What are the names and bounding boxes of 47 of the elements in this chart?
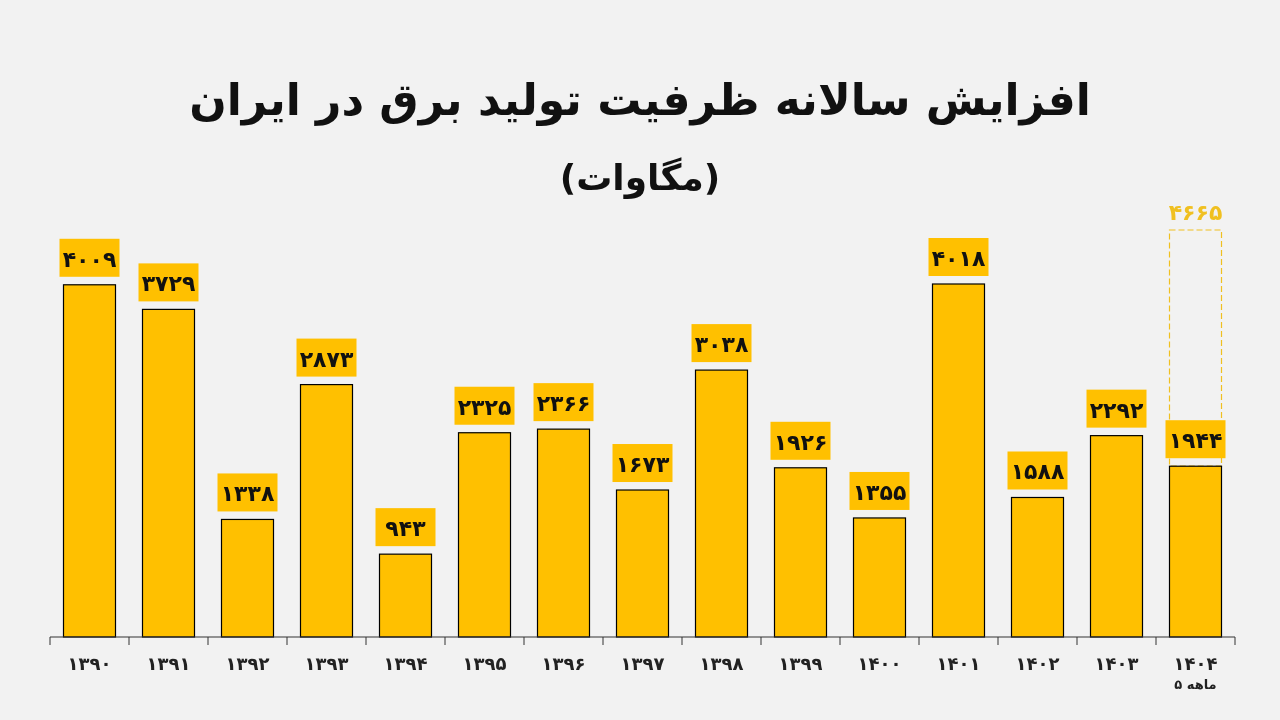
x-tick-label: ۱۳۹۱ bbox=[146, 653, 191, 674]
x-tick-label: ۱۳۹۰ bbox=[67, 653, 112, 674]
data-label: ۳۰۳۸ bbox=[694, 332, 749, 358]
data-label: ۹۴۳ bbox=[385, 516, 427, 542]
data-label: ۲۲۹۲ bbox=[1089, 397, 1144, 423]
data-label: ۴۰۱۸ bbox=[931, 246, 986, 271]
bar bbox=[615, 489, 670, 638]
x-tick-label: ۱۴۰۳ bbox=[1094, 653, 1139, 674]
x-tick-label: ۱۴۰۰ bbox=[857, 653, 902, 674]
data-label: ۱۹۴۴ bbox=[1168, 428, 1223, 454]
data-label: ۳۷۲۹ bbox=[141, 271, 196, 297]
x-tick-label: ۱۳۹۵ bbox=[462, 653, 507, 674]
bar bbox=[536, 428, 591, 638]
x-tick-label: ۱۴۰۱ bbox=[936, 653, 981, 674]
data-label: ۲۳۲۵ bbox=[457, 394, 512, 420]
x-tick-label: ۱۳۹۹ bbox=[778, 653, 823, 674]
x-tick-label: ۱۳۹۴ bbox=[383, 653, 428, 674]
x-tick-label: ۱۳۹۶ bbox=[541, 653, 586, 674]
data-label: ۱۹۲۶ bbox=[773, 429, 828, 455]
bar bbox=[378, 553, 433, 638]
data-label: ۴۰۰۹ bbox=[62, 246, 117, 272]
bar bbox=[1010, 496, 1065, 638]
x-tick-label: ۱۳۹۲ bbox=[225, 653, 270, 674]
bar bbox=[931, 283, 986, 638]
chart-title: افزایش سالانه ظرفیت تولید برق در ایران bbox=[189, 74, 1091, 126]
data-label: ۱۶۷۳ bbox=[615, 452, 670, 478]
data-label: ۲۸۷۳ bbox=[299, 346, 354, 372]
bar bbox=[852, 517, 907, 638]
text: ۴۶۶۵ bbox=[1168, 200, 1223, 225]
bar bbox=[694, 369, 749, 638]
bar bbox=[1168, 465, 1223, 638]
bar bbox=[773, 467, 828, 638]
x-tick-label: ۱۳۹۳ bbox=[304, 653, 349, 674]
bar bbox=[141, 308, 196, 638]
data-label: ۱۳۵۵ bbox=[852, 479, 907, 505]
chart-subtitle: (مگاوات) bbox=[559, 157, 721, 199]
x-tick-label: ۱۳۹۷ bbox=[620, 653, 665, 674]
x-tick-label: ۱۳۹۸ bbox=[699, 653, 744, 674]
bar bbox=[1089, 435, 1144, 638]
x-tick-label: ۱۴۰۲ bbox=[1015, 653, 1060, 674]
bar bbox=[220, 518, 275, 638]
data-label: ۱۳۳۸ bbox=[220, 481, 275, 507]
bar bbox=[62, 284, 117, 638]
data-label: ۲۳۶۶ bbox=[536, 391, 591, 417]
bar bbox=[299, 383, 354, 638]
data-label: ۱۵۸۸ bbox=[1010, 459, 1065, 485]
bar bbox=[457, 432, 512, 638]
